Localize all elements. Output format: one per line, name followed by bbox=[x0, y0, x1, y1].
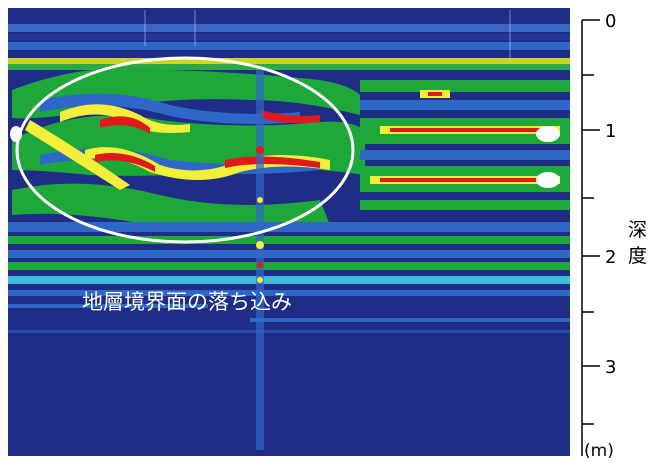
depth-axis-title-char1: 深 bbox=[628, 219, 647, 241]
depth-unit-label: (m) bbox=[584, 441, 614, 461]
dipping-reflectors bbox=[12, 67, 365, 231]
trace-lines bbox=[144, 10, 511, 62]
tick-label-0: 0 bbox=[605, 11, 616, 32]
depth-axis-title-char2: 度 bbox=[628, 245, 647, 267]
annotation-label: 地層境界面の落ち込み bbox=[82, 290, 292, 314]
deep-reflectors bbox=[8, 222, 570, 333]
highlight-ellipse bbox=[15, 56, 355, 244]
horizontal-reflectors bbox=[10, 80, 570, 210]
depth-axis: 0 1 2 3 深 度 (m) bbox=[581, 11, 647, 461]
vertical-anomaly bbox=[256, 70, 264, 450]
tick-label-2: 2 bbox=[605, 247, 616, 268]
tick-label-1: 1 bbox=[605, 121, 616, 142]
radar-image bbox=[8, 8, 570, 456]
tick-label-3: 3 bbox=[605, 357, 616, 378]
